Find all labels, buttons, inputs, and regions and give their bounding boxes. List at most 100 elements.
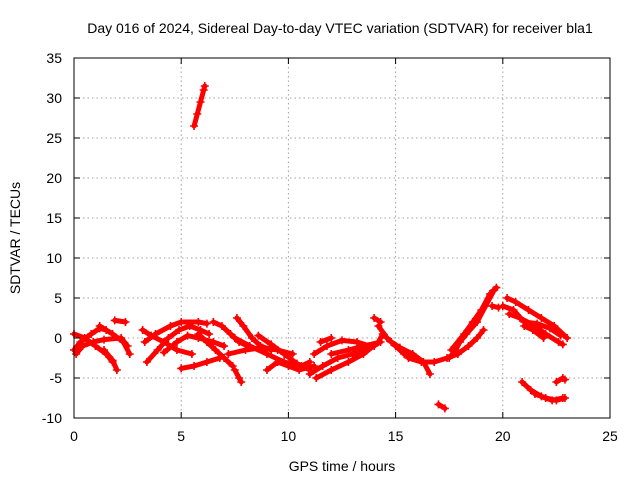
x-axis-label: GPS time / hours (289, 458, 396, 474)
data-point (468, 318, 477, 326)
plot-frame (73, 57, 611, 419)
series-track-30 (434, 400, 449, 413)
data-point (164, 334, 173, 342)
data-point (230, 366, 239, 374)
data-point (89, 338, 98, 346)
series-track (232, 367, 244, 385)
data-point (95, 322, 104, 330)
y-tick-label: 5 (54, 290, 62, 306)
data-point (247, 334, 256, 342)
data-point (220, 342, 229, 350)
series-track-33 (453, 326, 488, 358)
data-point (138, 326, 147, 334)
series-track-6 (100, 346, 121, 374)
data-point (110, 316, 119, 325)
data-point (305, 370, 314, 378)
data-point (327, 366, 336, 374)
series-track (328, 339, 384, 357)
data-point (121, 318, 130, 326)
x-tick-label: 15 (388, 428, 404, 444)
series-track (455, 327, 486, 357)
series-track-34 (488, 302, 503, 312)
data-point (200, 82, 209, 90)
data-point (175, 326, 184, 334)
data-point (408, 350, 417, 358)
data-point (376, 338, 385, 346)
series-track-25 (316, 334, 336, 346)
data-point (254, 331, 263, 340)
data-point (172, 346, 181, 354)
data-point (318, 362, 327, 370)
series-track (178, 355, 223, 371)
data-point (190, 362, 199, 370)
data-point (344, 358, 353, 366)
data-point (322, 342, 331, 350)
data-point (552, 378, 561, 386)
series-track-15 (190, 82, 209, 130)
data-point (262, 366, 271, 374)
data-point (288, 350, 297, 358)
data-point (447, 346, 456, 354)
chart-title: Day 016 of 2024, Sidereal Day-to-day VTE… (87, 20, 593, 36)
data-point (125, 350, 134, 358)
data-point (434, 400, 443, 409)
y-tick-label: 30 (46, 90, 62, 106)
data-point (440, 404, 449, 413)
data-point (177, 364, 186, 373)
data-point (539, 334, 548, 342)
data-point (558, 340, 567, 349)
data-point (473, 334, 482, 342)
series-track-12 (194, 330, 237, 370)
data-point (262, 350, 271, 358)
y-tick-label: 20 (46, 170, 62, 186)
series-track-37 (498, 302, 565, 340)
data-point (537, 314, 546, 322)
data-point (241, 346, 250, 354)
data-point (172, 338, 181, 346)
series-track-4 (95, 322, 134, 358)
data-point (108, 330, 117, 338)
data-point (273, 358, 282, 366)
grid-lines (74, 58, 610, 418)
data-point (220, 354, 229, 362)
data-point (533, 319, 542, 328)
y-tick-label: -10 (42, 410, 62, 426)
data-point (560, 394, 569, 402)
data-point (359, 342, 368, 350)
data-point (374, 322, 383, 330)
series-track (532, 391, 568, 403)
y-tick-label: 0 (54, 330, 62, 346)
data-point (541, 394, 550, 402)
data-point (140, 338, 149, 346)
data-point (404, 354, 413, 362)
data-point (344, 346, 353, 354)
data-point (166, 322, 175, 330)
series-track-38 (520, 322, 548, 342)
x-tick-label: 0 (70, 428, 78, 444)
data-point (185, 322, 194, 330)
y-tick-label: 10 (46, 250, 62, 266)
data-point (194, 318, 203, 326)
data-point (338, 336, 346, 345)
data-point (464, 342, 473, 350)
data-point (498, 302, 507, 310)
series-track-5 (110, 316, 130, 326)
data-point (453, 350, 462, 358)
data-point (560, 375, 569, 384)
data-point (183, 331, 192, 340)
data-point (511, 298, 520, 306)
data-point (72, 350, 81, 358)
data-point (202, 358, 211, 366)
data-point (327, 350, 336, 358)
series-track-20 (262, 358, 319, 374)
data-point (395, 343, 404, 352)
x-tick-label: 25 (602, 428, 618, 444)
data-point (232, 314, 241, 322)
data-point (190, 122, 199, 130)
data-point (202, 319, 211, 328)
series-track-26 (370, 314, 385, 326)
data-point (353, 338, 362, 346)
data-point (526, 386, 535, 394)
